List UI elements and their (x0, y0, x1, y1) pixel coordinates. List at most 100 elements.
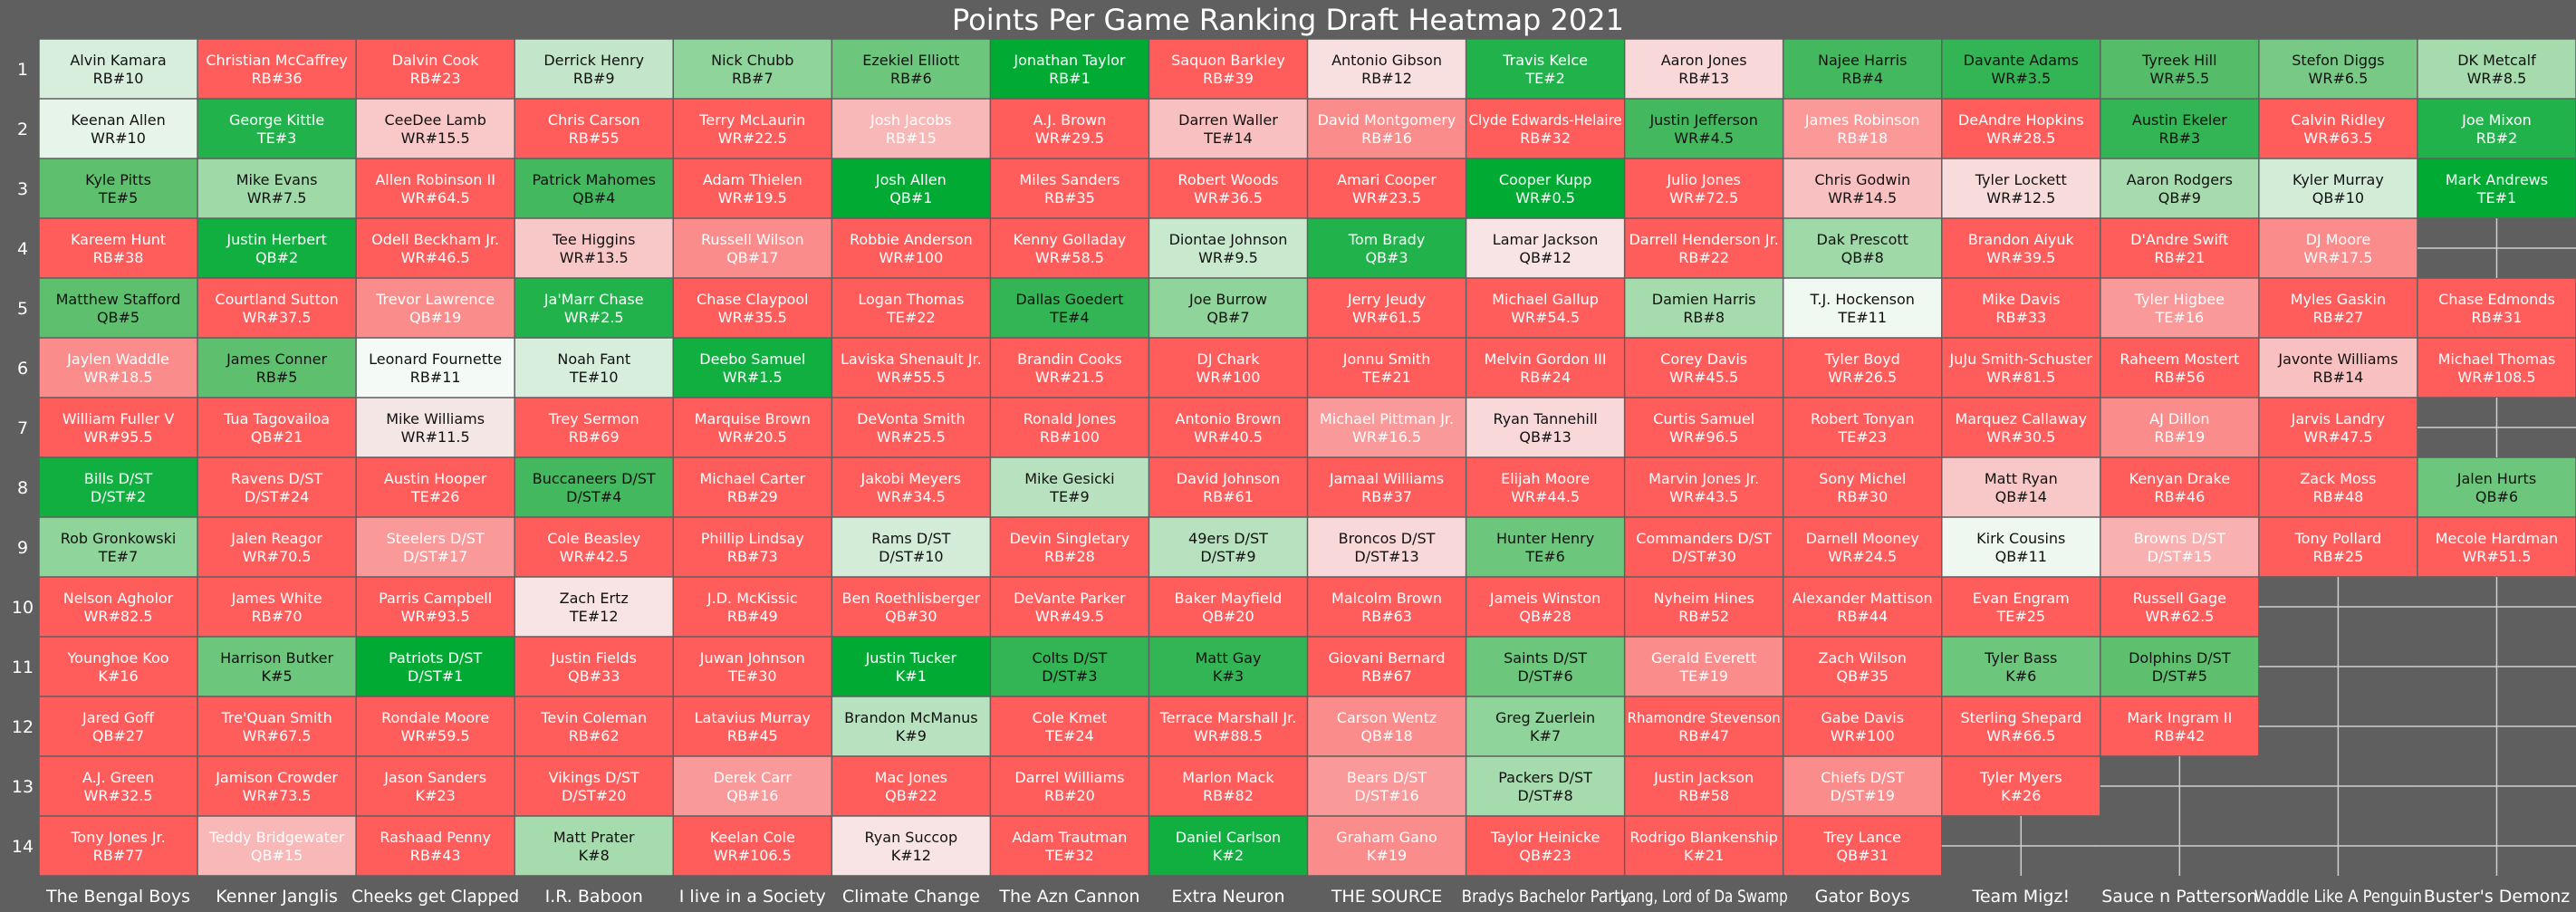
heatmap-cell (674, 398, 831, 457)
heatmap-cell (1149, 637, 1307, 696)
cell-player-name: Derrick Henry (543, 52, 644, 69)
heatmap-cell (1308, 338, 1466, 398)
heatmap-cell (1783, 398, 1941, 457)
cell-player-name: 49ers D/ST (1188, 530, 1268, 547)
heatmap-cell (991, 816, 1149, 876)
cell-player-name: Clyde Edwards-Helaire (1469, 111, 1622, 129)
cell-player-name: Kenny Golladay (1014, 231, 1127, 248)
column-label: I live in a Society (679, 887, 826, 907)
cell-position-rank: TE#4 (1049, 309, 1089, 326)
heatmap-cell (39, 457, 197, 517)
cell-player-name: Tyreek Hill (2141, 52, 2216, 69)
cell-player-name: Broncos D/ST (1339, 530, 1436, 547)
cell-position-rank: RB#9 (573, 70, 615, 87)
column-label: Gator Boys (1815, 887, 1910, 907)
cell-player-name: Jameis Winston (1489, 590, 1600, 607)
cell-position-rank: D/ST#20 (562, 787, 626, 804)
cell-position-rank: WR#2.5 (564, 309, 624, 326)
heatmap-cell (2259, 517, 2417, 577)
heatmap-cell (1783, 517, 1941, 577)
heatmap-cell (2259, 218, 2417, 278)
heatmap-cell (2417, 517, 2576, 577)
heatmap-cell (1149, 517, 1307, 577)
cell-player-name: D'Andre Swift (2130, 231, 2228, 248)
cell-player-name: Matthew Stafford (56, 291, 181, 308)
heatmap-cell (1783, 457, 1941, 517)
cell-player-name: JuJu Smith-Schuster (1949, 350, 2093, 368)
column-label: THE SOURCE (1331, 887, 1442, 907)
cell-player-name: Austin Ekeler (2132, 111, 2227, 129)
cell-position-rank: WR#39.5 (1986, 249, 2055, 266)
cell-player-name: Jared Goff (82, 709, 155, 726)
cell-position-rank: RB#14 (2312, 369, 2363, 386)
cell-position-rank: WR#28.5 (1986, 130, 2055, 147)
cell-player-name: Chris Carson (548, 111, 640, 129)
cell-position-rank: WR#6.5 (2309, 70, 2369, 87)
heatmap-cell (991, 158, 1149, 218)
cell-position-rank: TE#16 (2155, 309, 2205, 326)
cell-position-rank: WR#82.5 (84, 608, 153, 625)
cell-player-name: Tre'Quan Smith (220, 709, 332, 726)
heatmap-cell (991, 39, 1149, 99)
cell-position-rank: QB#5 (97, 309, 139, 326)
heatmap-cell (2417, 158, 2576, 218)
column-label: Extra Neuron (1171, 887, 1284, 907)
cell-position-rank: K#16 (98, 667, 138, 685)
cell-player-name: Parris Campbell (379, 590, 492, 607)
cell-player-name: Leonard Fournette (369, 350, 502, 368)
heatmap-cell (1625, 398, 1783, 457)
heatmap-cell (2417, 39, 2576, 99)
cell-position-rank: WR#8.5 (2467, 70, 2527, 87)
cell-position-rank: WR#61.5 (1352, 309, 1421, 326)
cell-player-name: Michael Gallup (1492, 291, 1599, 308)
cell-position-rank: WR#88.5 (1194, 727, 1263, 744)
heatmap-cell (2100, 218, 2259, 278)
heatmap-cell (1783, 278, 1941, 338)
heatmap-cell (2100, 457, 2259, 517)
cell-position-rank: QB#6 (2475, 488, 2518, 505)
heatmap-cell (514, 278, 673, 338)
heatmap-cell (356, 637, 514, 696)
cell-position-rank: D/ST#8 (1517, 787, 1572, 804)
cell-position-rank: K#5 (262, 667, 293, 685)
heatmap-cell (1149, 39, 1307, 99)
cell-position-rank: WR#15.5 (401, 130, 470, 147)
cell-position-rank: TE#26 (410, 488, 460, 505)
cell-player-name: Zach Wilson (1819, 649, 1907, 667)
column-label: The Bengal Boys (45, 887, 190, 907)
heatmap-cell (1625, 816, 1783, 876)
heatmap-cell (1466, 517, 1624, 577)
cell-player-name: Saints D/ST (1504, 649, 1587, 667)
cell-position-rank: WR#67.5 (243, 727, 312, 744)
cell-player-name: Rob Gronkowski (61, 530, 177, 547)
heatmap-cell (1149, 696, 1307, 756)
cell-position-rank: RB#1 (1049, 70, 1091, 87)
cell-player-name: Javonte Williams (2277, 350, 2398, 368)
row-label: 12 (12, 717, 34, 737)
cell-player-name: Phillip Lindsay (701, 530, 804, 547)
cell-player-name: Jonnu Smith (1342, 350, 1431, 368)
heatmap-cell (832, 637, 990, 696)
cell-player-name: Gerald Everett (1651, 649, 1756, 667)
cell-player-name: Terry McLaurin (698, 111, 805, 129)
heatmap-cell (1466, 637, 1624, 696)
heatmap-cell (514, 756, 673, 816)
heatmap-cell (39, 278, 197, 338)
cell-position-rank: RB#16 (1361, 130, 1412, 147)
cell-player-name: Michael Pittman Jr. (1320, 410, 1454, 427)
cell-player-name: Daniel Carlson (1176, 829, 1281, 846)
cell-position-rank: QB#3 (1365, 249, 1408, 266)
cell-player-name: Aaron Jones (1661, 52, 1747, 69)
cell-player-name: Tevin Coleman (540, 709, 647, 726)
cell-player-name: Zack Moss (2300, 470, 2376, 487)
cell-position-rank: WR#100 (1197, 369, 1261, 386)
heatmap-cell (674, 39, 831, 99)
cell-position-rank: WR#1.5 (723, 369, 783, 386)
cell-position-rank: K#23 (416, 787, 456, 804)
cell-position-rank: D/ST#13 (1354, 548, 1418, 565)
heatmap-cell (1942, 278, 2100, 338)
heatmap-cell (1625, 696, 1783, 756)
heatmap-cell (39, 398, 197, 457)
cell-position-rank: TE#7 (98, 548, 138, 565)
cell-player-name: Saquon Barkley (1171, 52, 1285, 69)
